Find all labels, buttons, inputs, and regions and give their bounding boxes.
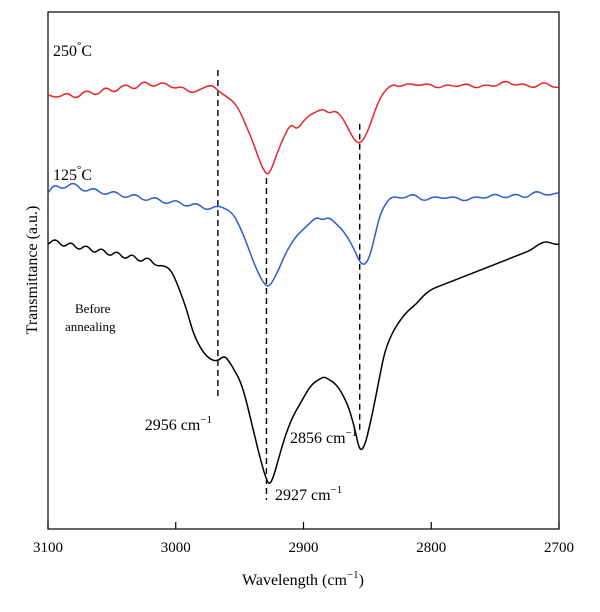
series-label-250: 250°C: [53, 40, 92, 60]
series-line-0: [47, 80, 559, 175]
series-label-125: 125°C: [53, 164, 92, 184]
labels-group: 250°C 125°C Before annealing 2956 cm−1 2927 c…: [53, 40, 357, 504]
annotation-label-2856: 2856 cm−1: [290, 427, 357, 447]
x-ticks: 3100 3000 2900 2800 2700: [33, 522, 574, 556]
x-tick-label-3100: 3100: [33, 540, 63, 556]
series-label-before-line1: Before: [75, 301, 111, 316]
annotation-label-2956: 2956 cm−1: [145, 414, 212, 434]
annotation-label-2927: 2927 cm−1: [275, 484, 342, 504]
x-tick-label-2800: 2800: [416, 540, 446, 556]
x-axis-label-text: Wavelength (cm: [242, 572, 347, 589]
x-axis-label-sup: −1: [347, 569, 359, 581]
x-axis-label: Wavelength (cm−1): [242, 569, 364, 589]
x-tick-label-2700: 2700: [544, 540, 574, 556]
y-axis-label: Transmittance (a.u.): [24, 206, 41, 335]
x-tick-label-3000: 3000: [161, 540, 191, 556]
series-group: [47, 80, 559, 484]
series-line-1: [47, 182, 559, 287]
series-label-before-line2: annealing: [65, 319, 116, 334]
annotation-lines: [217, 70, 361, 501]
series-line-2: [47, 239, 559, 484]
x-tick-label-2900: 2900: [289, 540, 319, 556]
plot-frame: [47, 11, 560, 530]
x-axis-label-close: ): [359, 572, 364, 589]
